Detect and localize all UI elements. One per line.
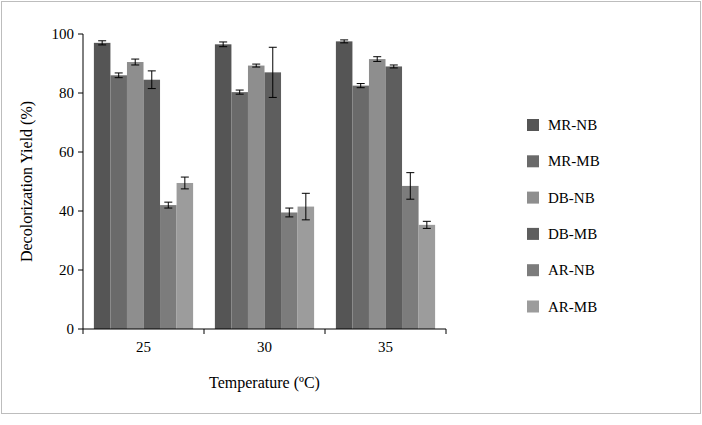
error-bar bbox=[390, 65, 398, 68]
y-tick-label: 60 bbox=[59, 144, 74, 160]
x-tick bbox=[325, 329, 326, 334]
bar bbox=[160, 205, 177, 329]
x-tick-label: 30 bbox=[257, 339, 272, 355]
y-tick-label: 0 bbox=[67, 321, 75, 337]
error-bar bbox=[164, 202, 172, 208]
chart-svg: 0 20 40 60 80 100 25 30 35 Temperature (ºC) Decolo… bbox=[0, 0, 702, 425]
legend-swatch bbox=[527, 301, 539, 313]
bar bbox=[402, 186, 419, 329]
legend-swatch bbox=[527, 264, 539, 276]
y-tick bbox=[78, 211, 83, 212]
bar bbox=[127, 62, 144, 329]
bar bbox=[369, 59, 386, 329]
y-tick bbox=[78, 93, 83, 94]
error-bar bbox=[98, 41, 106, 45]
chart-container: 0 20 40 60 80 100 25 30 35 Temperature (ºC) Decolo… bbox=[0, 0, 702, 425]
bar bbox=[248, 66, 265, 329]
bar bbox=[336, 41, 353, 329]
error-bar bbox=[115, 73, 123, 78]
error-bar bbox=[357, 84, 365, 88]
legend-label: DB-NB bbox=[548, 190, 595, 206]
legend: MR-NB MR-MB DB-NB DB-MB AR-NB AR-MB bbox=[527, 117, 600, 315]
bar bbox=[144, 80, 161, 329]
bar bbox=[386, 66, 403, 329]
legend-label: MR-NB bbox=[548, 117, 597, 133]
error-bar bbox=[219, 42, 227, 47]
bar bbox=[419, 225, 436, 329]
legend-label: AR-MB bbox=[548, 299, 597, 315]
error-bar bbox=[302, 193, 310, 220]
y-axis-line bbox=[83, 34, 84, 329]
x-axis-line bbox=[83, 329, 446, 330]
y-tick bbox=[78, 34, 83, 35]
x-tick-label: 25 bbox=[136, 339, 151, 355]
y-tick-label: 40 bbox=[59, 203, 74, 219]
bar bbox=[265, 72, 282, 329]
y-axis-label: Decolorization Yield (%) bbox=[18, 101, 36, 262]
error-bar bbox=[406, 173, 414, 200]
x-axis-label: Temperature (ºC) bbox=[209, 374, 320, 392]
bar bbox=[110, 75, 127, 329]
error-bar bbox=[252, 64, 260, 67]
x-tick bbox=[83, 329, 84, 334]
legend-label: MR-MB bbox=[548, 153, 600, 169]
legend-label: DB-MB bbox=[548, 226, 597, 242]
y-tick bbox=[78, 270, 83, 271]
error-bar bbox=[423, 221, 431, 228]
error-bar bbox=[131, 59, 139, 65]
x-tick bbox=[446, 329, 447, 334]
bar bbox=[298, 207, 315, 329]
legend-swatch bbox=[527, 155, 539, 167]
error-bar bbox=[285, 208, 293, 217]
y-tick bbox=[78, 152, 83, 153]
bar bbox=[215, 44, 232, 329]
x-tick bbox=[204, 329, 205, 334]
bar bbox=[177, 183, 194, 329]
bar bbox=[281, 212, 298, 329]
y-tick-label: 80 bbox=[59, 85, 74, 101]
error-bar bbox=[236, 90, 244, 94]
y-tick bbox=[78, 329, 83, 330]
error-bar bbox=[181, 177, 189, 189]
error-bar bbox=[269, 47, 277, 97]
y-tick-label: 20 bbox=[59, 262, 74, 278]
error-bar bbox=[373, 57, 381, 62]
legend-swatch bbox=[527, 119, 539, 131]
error-bar bbox=[340, 40, 348, 43]
chart-frame bbox=[2, 2, 701, 414]
bar bbox=[231, 92, 248, 329]
plot-area bbox=[94, 40, 435, 329]
legend-label: AR-NB bbox=[548, 262, 595, 278]
bar bbox=[352, 86, 369, 329]
error-bar bbox=[148, 71, 156, 89]
legend-swatch bbox=[527, 228, 539, 240]
x-tick-label: 35 bbox=[378, 339, 393, 355]
bar bbox=[94, 43, 111, 329]
legend-swatch bbox=[527, 192, 539, 204]
y-tick-label: 100 bbox=[52, 26, 75, 42]
